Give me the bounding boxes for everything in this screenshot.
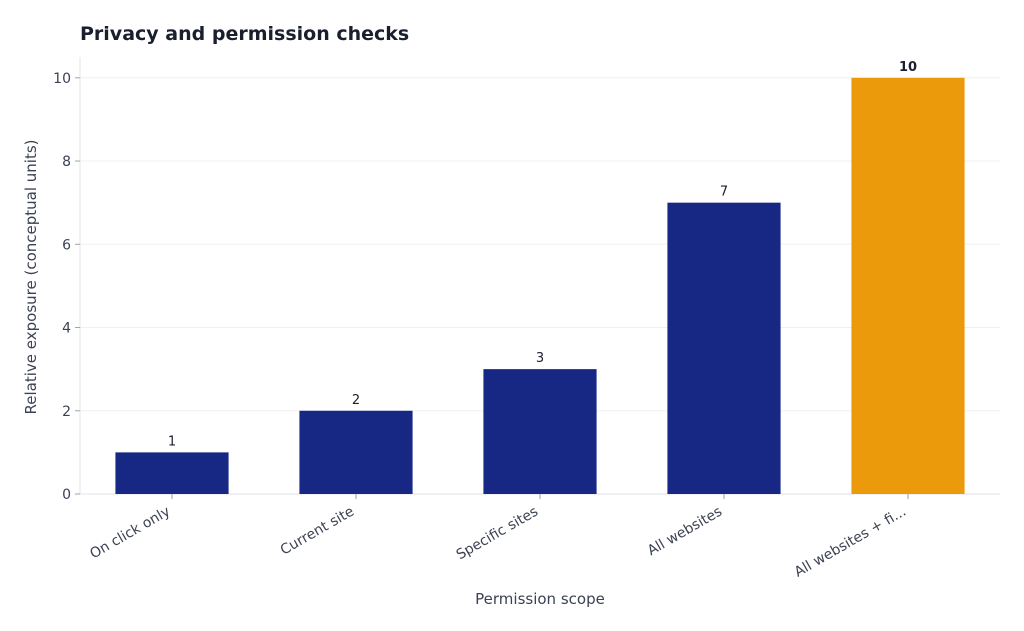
- y-axis-ticks: 0 2 4 6 8 10: [53, 71, 80, 503]
- y-tick-label: 2: [62, 404, 71, 420]
- bar: [483, 369, 597, 494]
- bar: [667, 202, 781, 494]
- x-tick-label: All websites + fi...: [792, 504, 909, 581]
- bar-value-label: 7: [720, 185, 728, 200]
- y-tick-label: 4: [62, 321, 71, 337]
- bars: [115, 77, 965, 495]
- bar-value-label: 1: [168, 434, 176, 449]
- y-tick-label: 8: [62, 154, 71, 170]
- chart-title: Privacy and permission checks: [80, 23, 409, 45]
- bar: [115, 452, 229, 494]
- x-tick-label: All websites: [645, 504, 725, 560]
- y-tick-label: 10: [53, 71, 71, 87]
- y-tick-label: 6: [62, 237, 71, 253]
- bar-value-label: 2: [352, 393, 360, 408]
- x-axis-label: Permission scope: [475, 590, 605, 608]
- x-tick-label: Specific sites: [454, 504, 541, 564]
- bar: [299, 410, 413, 494]
- y-axis-label: Relative exposure (conceptual units): [22, 140, 40, 415]
- bar: [851, 77, 965, 495]
- bar-value-label: 3: [536, 351, 544, 366]
- value-labels: 1 2 3 7 10: [168, 60, 917, 450]
- x-tick-label: Current site: [278, 504, 357, 559]
- x-axis-ticks: On click only Current site Specific sites A…: [87, 494, 909, 581]
- y-tick-label: 0: [62, 487, 71, 503]
- bar-value-label: 10: [899, 60, 917, 75]
- grid-lines: [80, 77, 1000, 412]
- x-tick-label: On click only: [87, 504, 173, 563]
